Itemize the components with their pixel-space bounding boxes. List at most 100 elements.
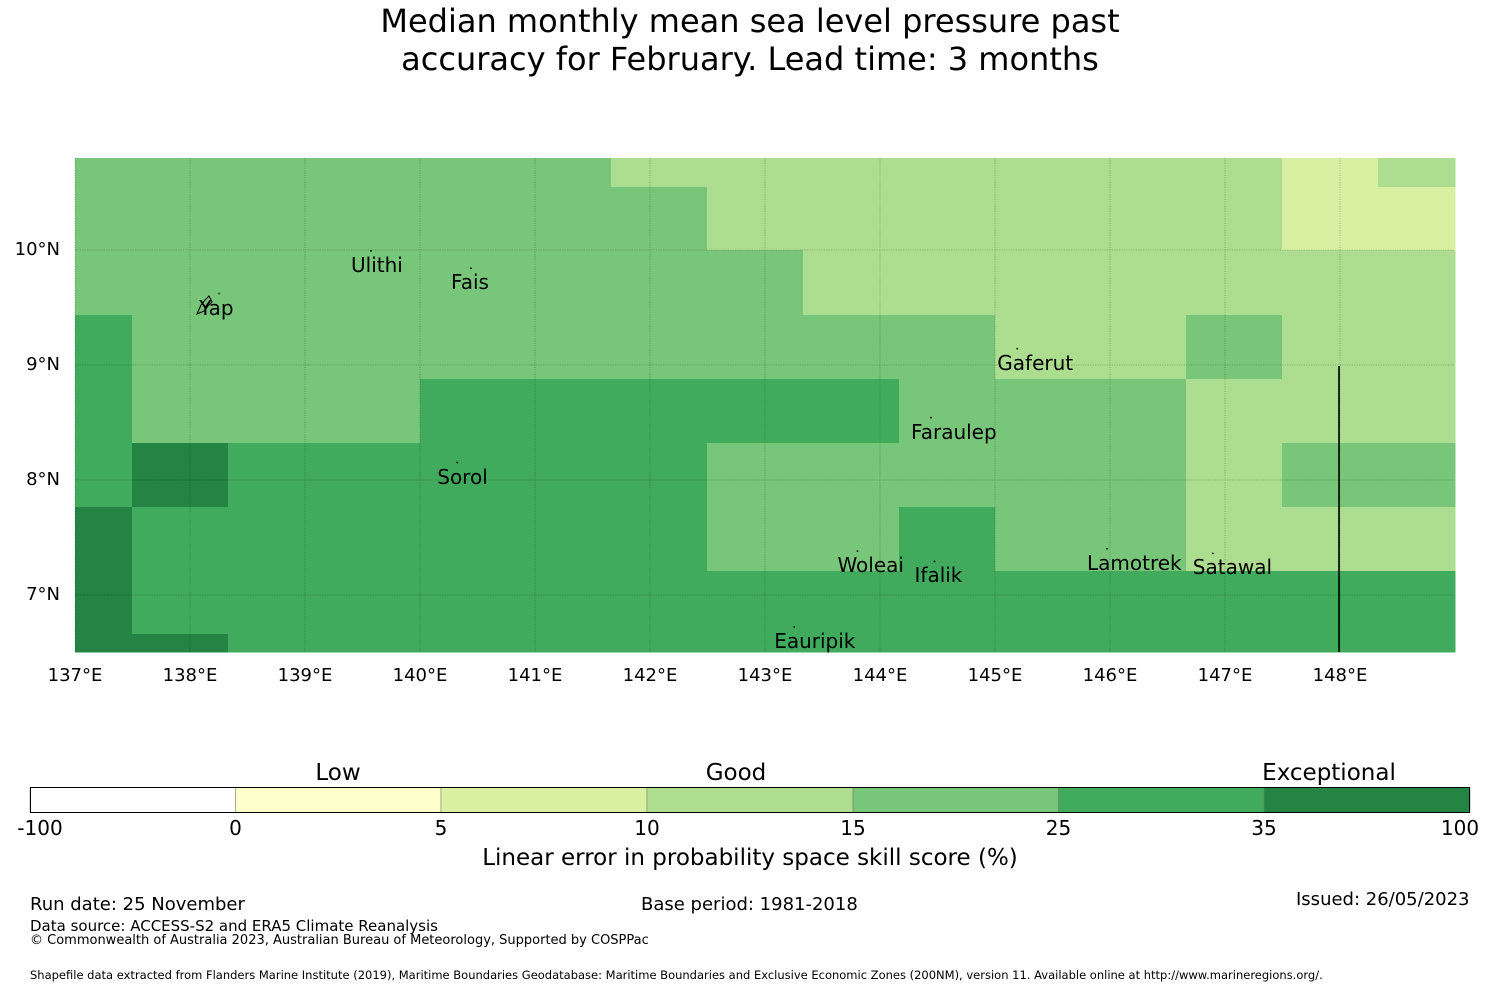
skill-cell (420, 250, 612, 316)
base-period: Base period: 1981-2018 (641, 894, 858, 915)
longitude-tick-label: 142°E (622, 665, 678, 686)
colorbar-tick-label: 35 (1251, 816, 1277, 840)
colorbar-swatch (1058, 787, 1265, 813)
skill-cell (995, 250, 1187, 316)
place-label: Ulithi (351, 252, 403, 277)
colorbar-frame (30, 787, 1470, 813)
issued-date: Issued: 26/05/2023 (1296, 889, 1470, 910)
skill-cell (899, 315, 996, 380)
skill-cell (1378, 571, 1456, 635)
skill-cell (803, 158, 900, 188)
skill-cell (899, 443, 996, 508)
island-marker (1211, 552, 1214, 555)
latitude-tick-label: 8°N (26, 469, 60, 490)
skill-cell (1378, 507, 1456, 572)
skill-cell (899, 571, 996, 635)
skill-cell (420, 571, 612, 635)
skill-cell (132, 571, 229, 635)
skill-cell (803, 315, 900, 380)
skill-cell (1282, 443, 1379, 508)
colorbar-swatch (440, 787, 648, 813)
skill-cell (1282, 250, 1379, 316)
island-marker (470, 267, 472, 270)
skill-cell (1186, 634, 1283, 653)
skill-cell (611, 507, 708, 572)
island-marker (1106, 547, 1108, 550)
graticule (74, 158, 1455, 652)
colorbar-swatch (852, 787, 1059, 813)
skill-cell (995, 443, 1187, 508)
skill-cell (611, 315, 708, 380)
skill-cell (995, 158, 1187, 188)
colorbar (29, 787, 1471, 813)
longitude-tick-label: 137°E (47, 665, 103, 686)
skill-cell (420, 158, 612, 188)
skill-cell (75, 634, 133, 653)
title-line-1: Median monthly mean sea level pressure p… (380, 2, 1120, 40)
skill-cell (707, 158, 804, 188)
skill-cell (75, 187, 133, 251)
skill-cell (132, 187, 229, 251)
colorbar-tick-label: 15 (840, 816, 866, 840)
longitude-tick-label: 140°E (392, 665, 448, 686)
skill-cell (1378, 158, 1456, 188)
longitude-tick-label: 139°E (277, 665, 333, 686)
skill-cell (75, 443, 133, 508)
skill-cell (1186, 571, 1283, 635)
skill-cell (1378, 315, 1456, 380)
island-marker (1016, 347, 1019, 350)
longitude-tick-label: 148°E (1312, 665, 1368, 686)
latitude-tick-label: 10°N (14, 239, 60, 260)
skill-cell (1378, 634, 1456, 653)
longitude-tick-label: 143°E (737, 665, 793, 686)
island-marker (370, 250, 372, 252)
place-label: Yap (199, 295, 234, 320)
skill-cell (1186, 187, 1283, 251)
skill-cell (75, 571, 133, 635)
skill-cell (420, 634, 612, 653)
skill-cell (611, 571, 708, 635)
colorbar-swatch (1263, 787, 1471, 813)
skill-cell (1378, 379, 1456, 444)
skill-cell (995, 379, 1187, 444)
skill-cell (1282, 634, 1379, 653)
skill-cell (132, 443, 229, 508)
skill-cell (899, 250, 996, 316)
shapefile-credit: Shapefile data extracted from Flanders M… (30, 968, 1323, 982)
colorbar-tick-label: 5 (434, 816, 448, 840)
skill-cell (1282, 571, 1379, 635)
skill-cell (803, 379, 900, 444)
longitude-tick-label: 144°E (852, 665, 908, 686)
skill-cell (707, 187, 804, 251)
data-source: Data source: ACCESS-S2 and ERA5 Climate … (30, 917, 438, 935)
skill-cell (707, 634, 804, 653)
island-marker (456, 461, 459, 464)
latitude-tick-label: 7°N (26, 584, 60, 605)
skill-cell (803, 507, 900, 572)
skill-cell (1282, 158, 1379, 188)
skill-cell (228, 634, 421, 653)
colorbar-label: Linear error in probability space skill … (482, 845, 1018, 871)
skill-cell (707, 379, 804, 444)
skill-cell (995, 315, 1187, 380)
longitude-tick-label: 147°E (1197, 665, 1253, 686)
skill-cell (707, 571, 804, 635)
colorbar-tick-label: 100 (1440, 816, 1480, 840)
island-markers (195, 250, 1214, 628)
skill-cell (75, 507, 133, 572)
skill-cell (1186, 507, 1283, 572)
skill-cell (707, 250, 804, 316)
skill-cell (995, 507, 1187, 572)
colorbar-swatch (235, 787, 442, 813)
skill-cell (228, 187, 421, 251)
skill-cell (611, 187, 708, 251)
skill-cell (132, 379, 229, 444)
skill-map (74, 158, 1456, 653)
skill-cell (228, 443, 421, 508)
skill-cell (611, 443, 708, 508)
yap-island-outline (195, 295, 213, 316)
place-label: Faraulep (911, 419, 997, 444)
latitude-tick-label: 9°N (26, 354, 60, 375)
skill-cell (75, 379, 133, 444)
skill-cell (75, 315, 133, 380)
